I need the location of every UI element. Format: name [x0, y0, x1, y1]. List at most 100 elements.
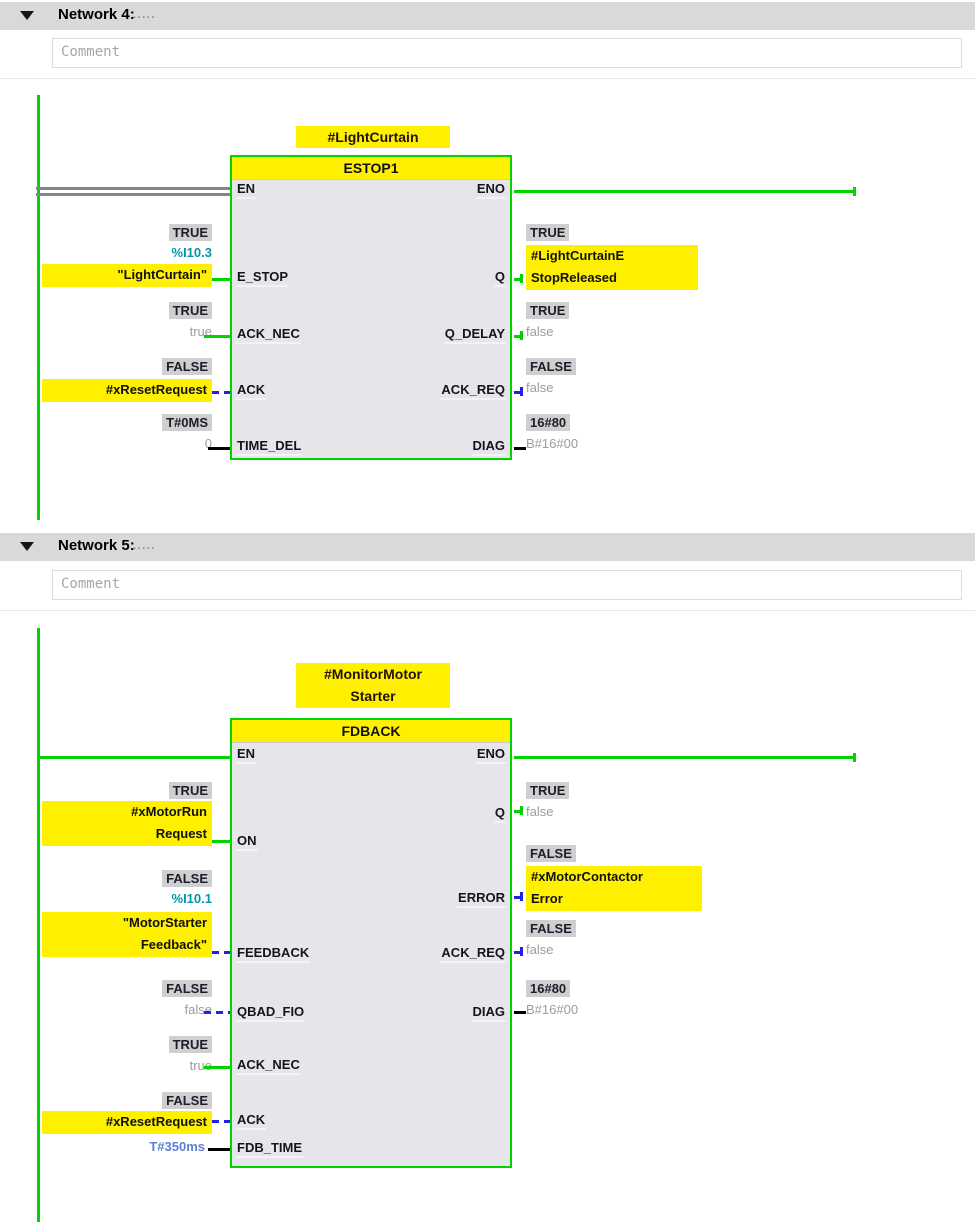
monitor-badge: FALSE	[162, 870, 212, 887]
operand-xresetrequest[interactable]: #xResetRequest	[42, 379, 212, 402]
monitor-value: TRUE	[526, 224, 570, 242]
monitor-value: TRUE	[168, 302, 212, 320]
operand-true-literal[interactable]: true	[189, 1058, 212, 1073]
wire-en[interactable]	[36, 187, 230, 196]
operand-diag-value[interactable]: B#16#00	[526, 1002, 579, 1017]
wire-ack-nec	[204, 1066, 230, 1069]
monitor-value: FALSE	[526, 920, 576, 938]
operand-address[interactable]: %I10.3	[171, 245, 212, 260]
port-en[interactable]: EN	[236, 181, 257, 199]
operand-xmotorrunrequest[interactable]: #xMotorRun Request	[42, 801, 212, 846]
monitor-value: TRUE	[168, 1036, 212, 1054]
network-5-comment-box[interactable]: Comment	[52, 570, 962, 600]
port-eno[interactable]: ENO	[475, 746, 506, 764]
port-ack-req[interactable]: ACK_REQ	[440, 382, 506, 400]
operand-false-literal[interactable]: false	[526, 804, 554, 819]
operand-lightcurtain[interactable]: "LightCurtain"	[42, 264, 212, 287]
operand-line: #xMotorRun	[131, 804, 207, 819]
operand-line: #xMotorContactor	[531, 869, 643, 884]
operand-address[interactable]: %I10.1	[171, 891, 212, 906]
port-ack-nec[interactable]: ACK_NEC	[236, 1057, 301, 1075]
monitor-badge: FALSE	[526, 845, 576, 862]
operand-xresetrequest[interactable]: #xResetRequest	[42, 1111, 212, 1134]
power-rail	[37, 628, 40, 1222]
monitor-badge: TRUE	[168, 224, 212, 241]
port-feedback[interactable]: FEEDBACK	[236, 945, 311, 963]
monitor-badge: FALSE	[162, 358, 212, 375]
monitor-badge: TRUE	[526, 224, 570, 241]
port-error[interactable]: ERROR	[457, 890, 506, 908]
wire-en	[38, 756, 230, 759]
monitor-value: FALSE	[162, 870, 212, 888]
wire-end-tick	[520, 947, 523, 956]
network-4-header[interactable]	[0, 2, 975, 30]
operand-motorstarterfeedback[interactable]: "MotorStarter Feedback"	[42, 912, 212, 957]
monitor-badge: TRUE	[168, 1036, 212, 1053]
divider	[0, 78, 975, 79]
port-ack-nec[interactable]: ACK_NEC	[236, 326, 301, 344]
instance-name-line: Starter	[350, 688, 396, 704]
wire-end-tick	[853, 187, 856, 196]
wire-ack	[212, 391, 230, 394]
function-block-fdback[interactable]: FDBACK EN ON FEEDBACK QBAD_FIO ACK_NEC A…	[230, 718, 512, 1168]
divider	[0, 610, 975, 611]
port-time-del[interactable]: TIME_DEL	[236, 438, 303, 456]
operand-false-literal[interactable]: false	[526, 942, 554, 957]
network-4-comment-box[interactable]: Comment	[52, 38, 962, 68]
operand-zero-literal[interactable]: 0	[204, 436, 212, 451]
operand-false-literal[interactable]: false	[526, 324, 554, 339]
comment-placeholder: Comment	[61, 44, 121, 60]
port-eno[interactable]: ENO	[475, 181, 506, 199]
instance-name-label[interactable]: #MonitorMotor Starter	[296, 663, 450, 708]
monitor-badge: FALSE	[526, 920, 576, 937]
wire-diag	[514, 447, 526, 450]
wire-end-tick	[520, 806, 523, 815]
network-5-title-dots[interactable]: .....	[133, 540, 156, 552]
wire-e-stop	[212, 278, 230, 281]
monitor-value: TRUE	[526, 782, 570, 800]
collapse-triangle-icon[interactable]	[20, 542, 34, 551]
port-q[interactable]: Q	[493, 269, 506, 287]
wire-end-tick	[520, 331, 523, 340]
port-ack[interactable]: ACK	[236, 382, 267, 400]
wire-diag	[514, 1011, 526, 1014]
port-e-stop[interactable]: E_STOP	[236, 269, 290, 287]
port-ack[interactable]: ACK	[236, 1112, 267, 1130]
monitor-value: FALSE	[162, 1092, 212, 1110]
operand-line: #LightCurtainE	[531, 248, 625, 263]
wire-eno	[514, 190, 855, 193]
operand-lightcurtainestopreleased[interactable]: #LightCurtainE StopReleased	[526, 245, 698, 290]
operand-diag-value[interactable]: B#16#00	[526, 436, 579, 451]
port-diag[interactable]: DIAG	[471, 438, 506, 456]
port-q-delay[interactable]: Q_DELAY	[443, 326, 506, 344]
wire-eno	[514, 756, 855, 759]
port-en[interactable]: EN	[236, 746, 257, 764]
instance-name-line: #LightCurtain	[327, 129, 419, 145]
operand-false-literal[interactable]: false	[526, 380, 554, 395]
operand-false-literal[interactable]: false	[184, 1002, 212, 1017]
port-on[interactable]: ON	[236, 833, 258, 851]
monitor-badge: FALSE	[162, 1092, 212, 1109]
wire-feedback	[212, 951, 230, 954]
monitor-badge: FALSE	[526, 358, 576, 375]
function-block-title[interactable]: ESTOP1	[232, 157, 510, 180]
port-ack-req[interactable]: ACK_REQ	[440, 945, 506, 963]
wire-end-tick	[520, 387, 523, 396]
function-block-title[interactable]: FDBACK	[232, 720, 510, 743]
function-block-estop1[interactable]: ESTOP1 EN E_STOP ACK_NEC ACK TIME_DEL EN…	[230, 155, 512, 460]
port-q[interactable]: Q	[493, 805, 506, 823]
port-qbad-fio[interactable]: QBAD_FIO	[236, 1004, 306, 1022]
wire-q	[514, 278, 522, 281]
network-5-header[interactable]	[0, 533, 975, 561]
operand-time-literal[interactable]: T#350ms	[149, 1139, 205, 1154]
port-diag[interactable]: DIAG	[471, 1004, 506, 1022]
collapse-triangle-icon[interactable]	[20, 11, 34, 20]
instance-name-label[interactable]: #LightCurtain	[296, 126, 450, 148]
port-fdb-time[interactable]: FDB_TIME	[236, 1140, 303, 1158]
monitor-value: TRUE	[168, 782, 212, 800]
operand-line: StopReleased	[531, 270, 617, 285]
monitor-value: FALSE	[162, 358, 212, 376]
wire-ack	[212, 1120, 230, 1123]
operand-xmotorcontactorerror[interactable]: #xMotorContactor Error	[526, 866, 702, 911]
network-4-title-dots[interactable]: .....	[133, 9, 156, 21]
